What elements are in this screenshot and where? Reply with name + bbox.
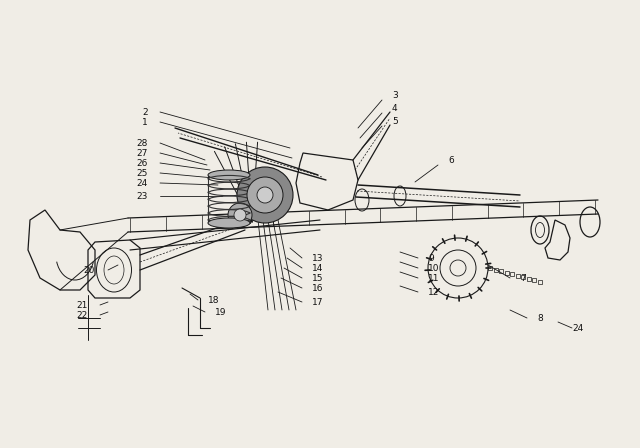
Text: 21: 21 xyxy=(77,301,88,310)
Text: 28: 28 xyxy=(136,138,148,147)
Bar xyxy=(510,272,514,276)
Text: 9: 9 xyxy=(428,254,434,263)
Ellipse shape xyxy=(208,218,250,228)
Text: 1: 1 xyxy=(142,117,148,126)
Bar xyxy=(488,266,492,270)
Text: 8: 8 xyxy=(537,314,543,323)
Text: 26: 26 xyxy=(136,159,148,168)
Circle shape xyxy=(257,187,273,203)
Circle shape xyxy=(234,209,246,221)
Text: 10: 10 xyxy=(428,263,440,272)
Text: 17: 17 xyxy=(312,297,323,306)
Text: 20: 20 xyxy=(84,266,95,275)
Ellipse shape xyxy=(208,170,250,180)
Text: 19: 19 xyxy=(215,307,227,316)
Text: 4: 4 xyxy=(392,103,397,112)
Text: 13: 13 xyxy=(312,254,323,263)
Text: 12: 12 xyxy=(428,288,440,297)
Text: 24: 24 xyxy=(572,323,583,332)
Bar xyxy=(516,273,520,277)
Bar xyxy=(493,267,497,271)
Text: 27: 27 xyxy=(136,148,148,158)
Text: 6: 6 xyxy=(448,155,454,164)
Text: 11: 11 xyxy=(428,273,440,283)
Circle shape xyxy=(237,167,293,223)
Text: 2: 2 xyxy=(142,108,148,116)
Text: 3: 3 xyxy=(392,90,397,99)
Text: 15: 15 xyxy=(312,273,323,283)
Text: 7: 7 xyxy=(520,273,525,283)
Bar xyxy=(499,269,503,273)
Bar xyxy=(538,280,542,284)
Text: 23: 23 xyxy=(136,191,148,201)
Text: 22: 22 xyxy=(77,310,88,319)
Text: 14: 14 xyxy=(312,263,323,272)
Text: 25: 25 xyxy=(136,168,148,177)
Bar xyxy=(522,275,525,279)
Circle shape xyxy=(247,177,283,213)
Bar xyxy=(527,276,531,280)
Circle shape xyxy=(228,203,252,227)
Text: 5: 5 xyxy=(392,116,397,125)
Bar xyxy=(532,278,536,282)
Text: 18: 18 xyxy=(208,296,220,305)
Text: 24: 24 xyxy=(137,178,148,188)
Text: 16: 16 xyxy=(312,284,323,293)
Bar xyxy=(505,271,509,275)
